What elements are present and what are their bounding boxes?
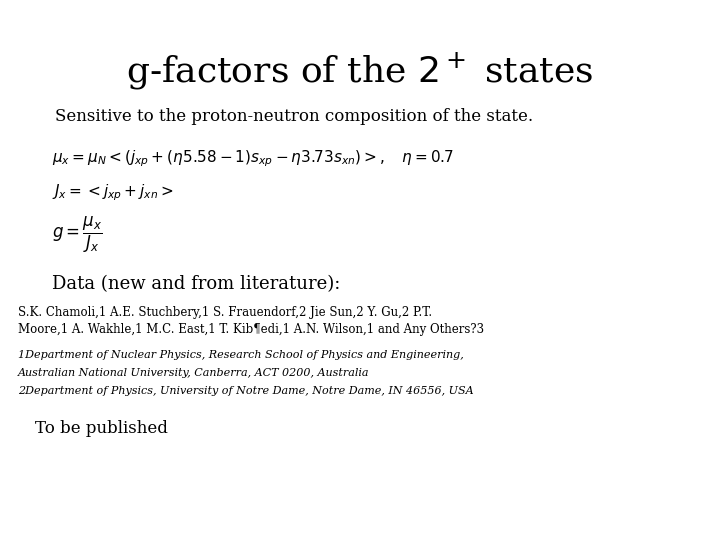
Text: Sensitive to the proton-neutron composition of the state.: Sensitive to the proton-neutron composit… [55, 108, 533, 125]
Text: g-factors of the $2^+$ states: g-factors of the $2^+$ states [127, 50, 593, 92]
Text: $J_x =< j_{xp} + j_{xn} >$: $J_x =< j_{xp} + j_{xn} >$ [52, 182, 174, 202]
Text: Australian National University, Canberra, ACT 0200, Australia: Australian National University, Canberra… [18, 368, 369, 378]
Text: To be published: To be published [35, 420, 168, 437]
Text: 1Department of Nuclear Physics, Research School of Physics and Engineering,: 1Department of Nuclear Physics, Research… [18, 350, 464, 360]
Text: S.K. Chamoli,1 A.E. Stuchbery,1 S. Frauendorf,2 Jie Sun,2 Y. Gu,2 P.T.
Moore,1 A: S.K. Chamoli,1 A.E. Stuchbery,1 S. Fraue… [18, 306, 484, 336]
Text: $\mu_x = \mu_N < (j_{xp} + (\eta 5.58 - 1)s_{xp} - \eta 3.73 s_{xn})>,$   $\eta : $\mu_x = \mu_N < (j_{xp} + (\eta 5.58 - … [52, 148, 454, 168]
Text: Data (new and from literature):: Data (new and from literature): [52, 275, 341, 293]
Text: 2Department of Physics, University of Notre Dame, Notre Dame, IN 46556, USA: 2Department of Physics, University of No… [18, 386, 474, 396]
Text: $g = \dfrac{\mu_x}{J_x}$: $g = \dfrac{\mu_x}{J_x}$ [52, 215, 103, 255]
